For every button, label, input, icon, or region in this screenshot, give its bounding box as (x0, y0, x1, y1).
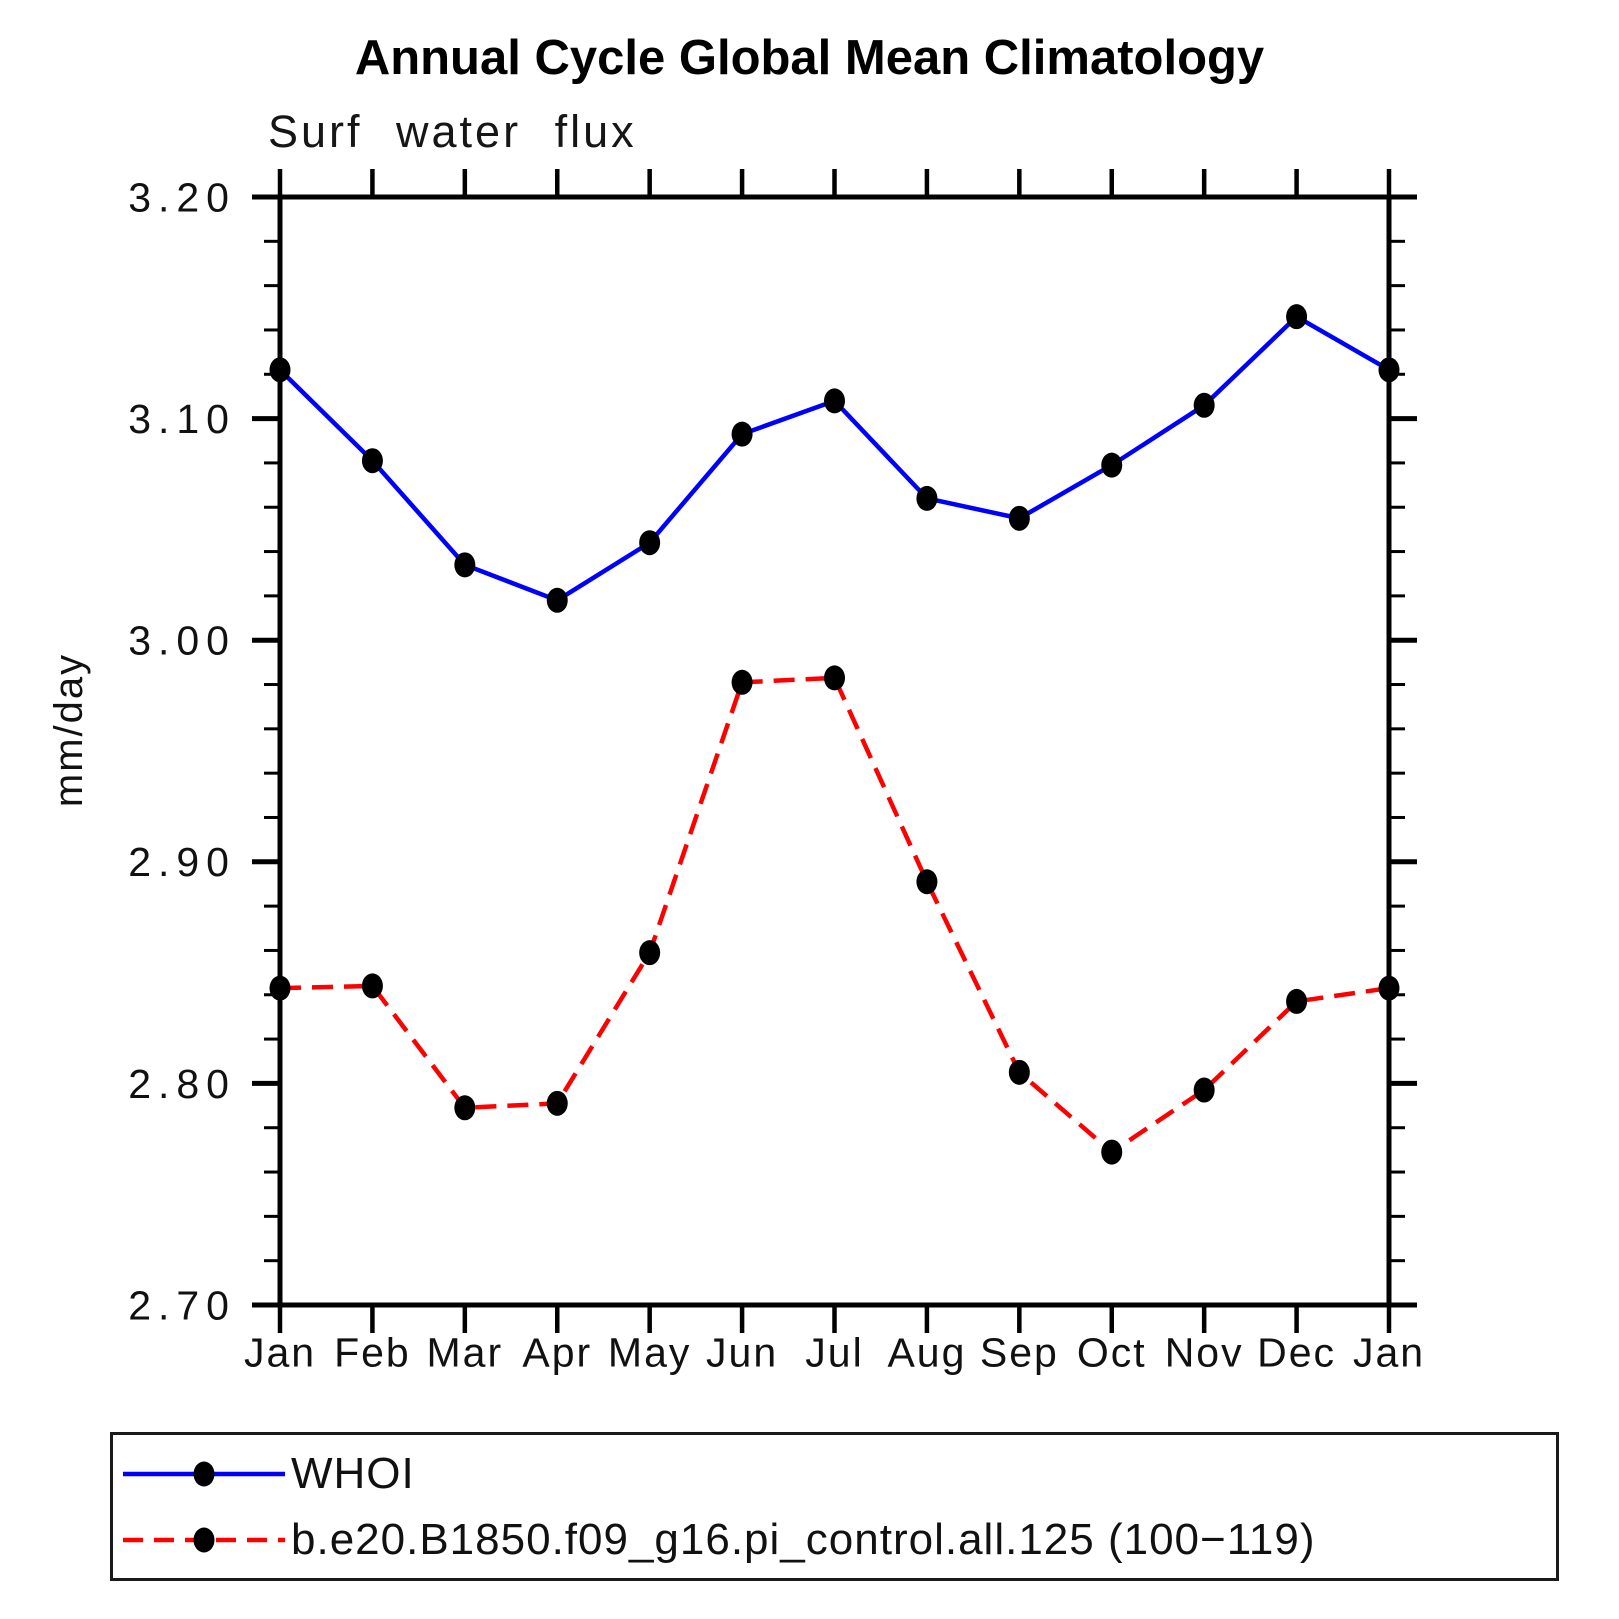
data-point-series-1 (916, 869, 938, 895)
y-axis-title: mm/day (47, 653, 91, 807)
data-point-series-0 (639, 530, 661, 556)
data-point-series-1 (639, 940, 661, 966)
data-point-series-1 (1286, 988, 1308, 1014)
x-tick-label: Jun (706, 1329, 778, 1375)
y-tick-label: 3.00 (128, 618, 236, 664)
data-point-series-1 (1008, 1059, 1030, 1085)
y-tick-label: 3.20 (128, 174, 236, 220)
legend-box: WHOI b.e20.B1850.f09_g16.pi_control.all.… (110, 1432, 1559, 1581)
legend-sample-dashed-line (123, 1527, 285, 1552)
legend-item-model: b.e20.B1850.f09_g16.pi_control.all.125 (… (119, 1512, 1556, 1568)
x-tick-label: Aug (887, 1329, 966, 1375)
series-line-0 (278, 313, 1391, 603)
legend-marker-dot (193, 1461, 215, 1486)
legend-item-whoi: WHOI (119, 1446, 1556, 1502)
data-point-series-0 (824, 388, 845, 414)
y-tick-label: 2.70 (128, 1282, 236, 1328)
data-point-series-0 (916, 485, 938, 511)
y-tick-label: 2.80 (128, 1061, 236, 1107)
data-point-series-0 (1193, 392, 1215, 418)
chart-subtitle: Surf water flux (268, 106, 637, 157)
x-tick-label: Dec (1257, 1329, 1336, 1375)
data-point-series-0 (1286, 304, 1308, 330)
data-point-series-0 (269, 357, 291, 383)
x-tick-label: Feb (334, 1329, 411, 1375)
x-tick-label: Jul (805, 1329, 863, 1375)
x-tick-label: Jan (244, 1329, 316, 1375)
data-point-series-1 (546, 1090, 568, 1116)
x-tick-label: Mar (427, 1329, 504, 1375)
legend-label-model: b.e20.B1850.f09_g16.pi_control.all.125 (… (291, 1514, 1316, 1564)
data-point-series-1 (731, 669, 753, 695)
legend-marker-dot (193, 1527, 215, 1552)
legend-label-whoi: WHOI (291, 1448, 415, 1498)
data-point-series-0 (454, 552, 476, 578)
data-point-series-0 (731, 421, 753, 447)
data-point-series-0 (361, 448, 383, 474)
x-tick-label: Apr (522, 1329, 592, 1375)
x-tick-label: Jan (1353, 1329, 1425, 1375)
x-tick-label: Sep (980, 1329, 1059, 1375)
x-tick-label: Nov (1165, 1329, 1244, 1375)
data-point-series-0 (1101, 452, 1123, 478)
y-tick-label: 3.10 (128, 396, 236, 442)
data-point-series-1 (1101, 1139, 1123, 1165)
x-tick-label: Oct (1077, 1329, 1147, 1375)
data-point-series-0 (546, 587, 568, 613)
chart-title: Annual Cycle Global Mean Climatology (354, 31, 1265, 85)
data-point-series-1 (824, 665, 845, 691)
legend-sample-solid-line (123, 1461, 285, 1486)
series-line-1 (279, 675, 1390, 1155)
data-point-series-1 (1378, 975, 1400, 1001)
data-point-series-0 (1008, 505, 1030, 531)
data-point-series-1 (269, 975, 291, 1001)
data-point-series-1 (1193, 1077, 1215, 1103)
x-tick-label: May (608, 1329, 691, 1375)
plot-frame (277, 194, 1392, 1308)
data-point-series-1 (361, 973, 383, 999)
y-tick-label: 2.90 (128, 839, 236, 885)
data-point-series-1 (454, 1095, 476, 1121)
data-point-series-0 (1378, 357, 1400, 383)
